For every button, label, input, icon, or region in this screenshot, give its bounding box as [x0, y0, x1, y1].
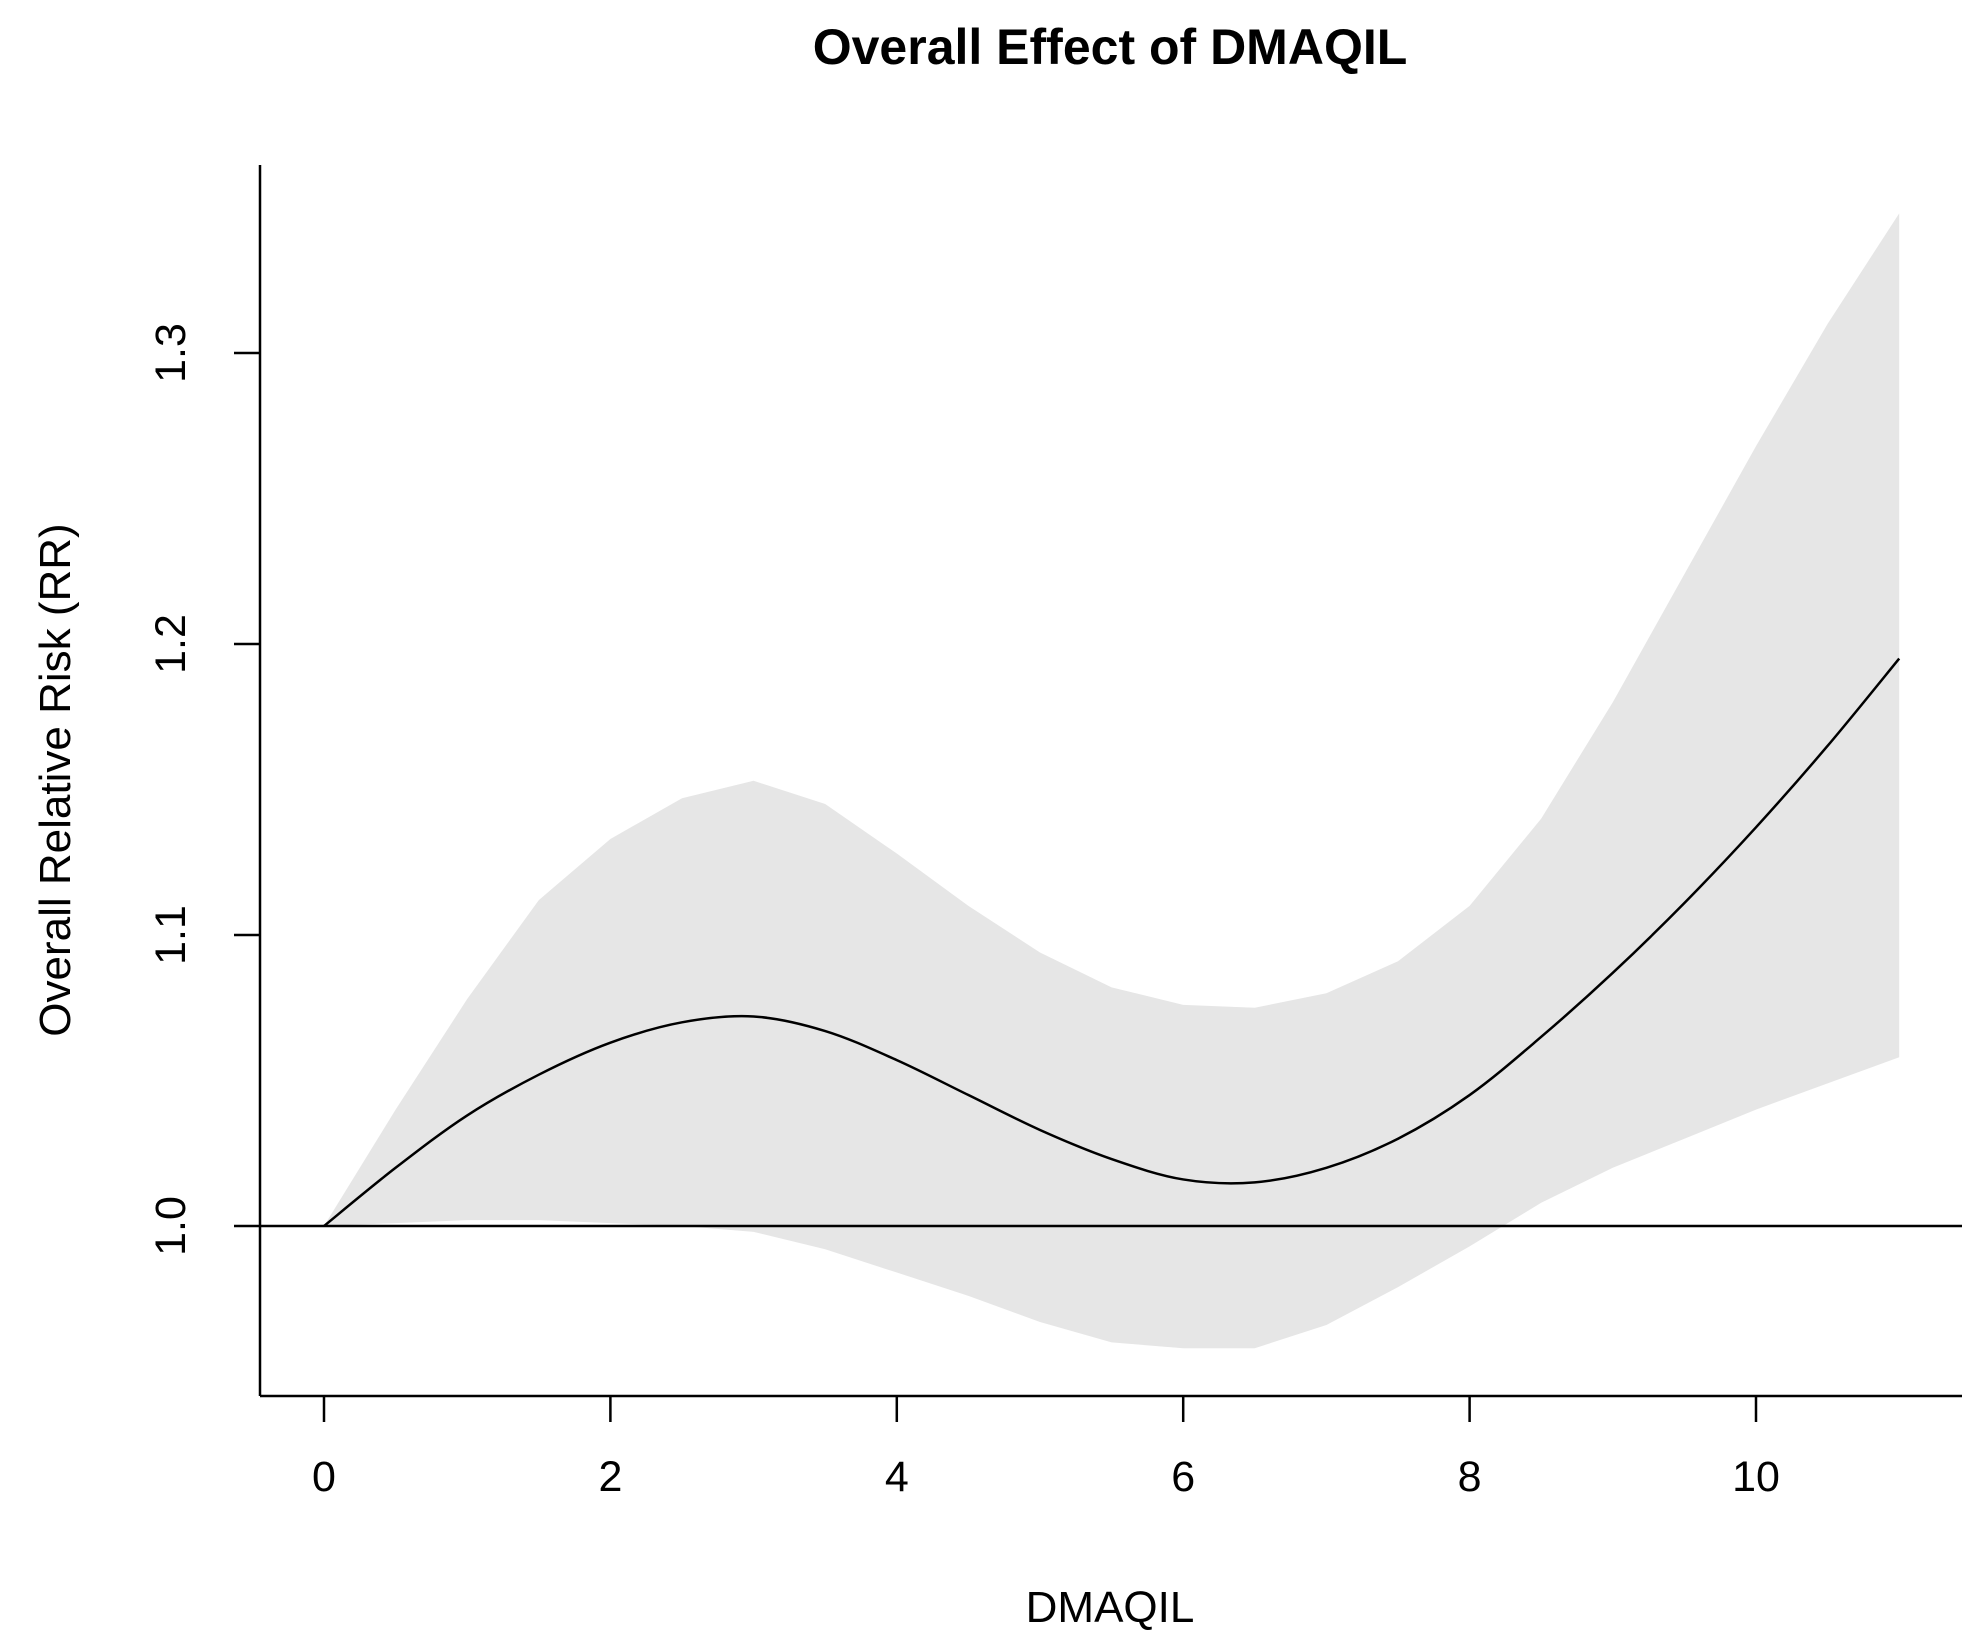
x-tick-label: 10 — [1732, 1453, 1780, 1501]
y-tick-label: 1.3 — [147, 323, 195, 383]
y-tick-label: 1.2 — [147, 614, 195, 674]
y-tick-label: 1.0 — [147, 1196, 195, 1256]
y-tick-label: 1.1 — [147, 905, 195, 965]
x-tick-label: 8 — [1458, 1453, 1482, 1501]
x-axis-ticks: 0 2 4 6 8 10 — [312, 1396, 1780, 1501]
confidence-band — [324, 213, 1900, 1349]
rr-curve-line — [323, 657, 1901, 1227]
x-tick-label: 6 — [1171, 1453, 1195, 1501]
x-tick-label: 2 — [598, 1453, 622, 1501]
x-tick-label: 4 — [885, 1453, 909, 1501]
y-axis-ticks: 1.0 1.1 1.2 1.3 — [147, 323, 260, 1256]
chart-title: Overall Effect of DMAQIL — [813, 19, 1408, 75]
x-axis-label: DMAQIL — [1026, 1583, 1195, 1632]
x-tick-label: 0 — [312, 1453, 336, 1501]
y-axis-label: Overall Relative Risk (RR) — [31, 523, 80, 1036]
plot-area — [260, 213, 1962, 1349]
